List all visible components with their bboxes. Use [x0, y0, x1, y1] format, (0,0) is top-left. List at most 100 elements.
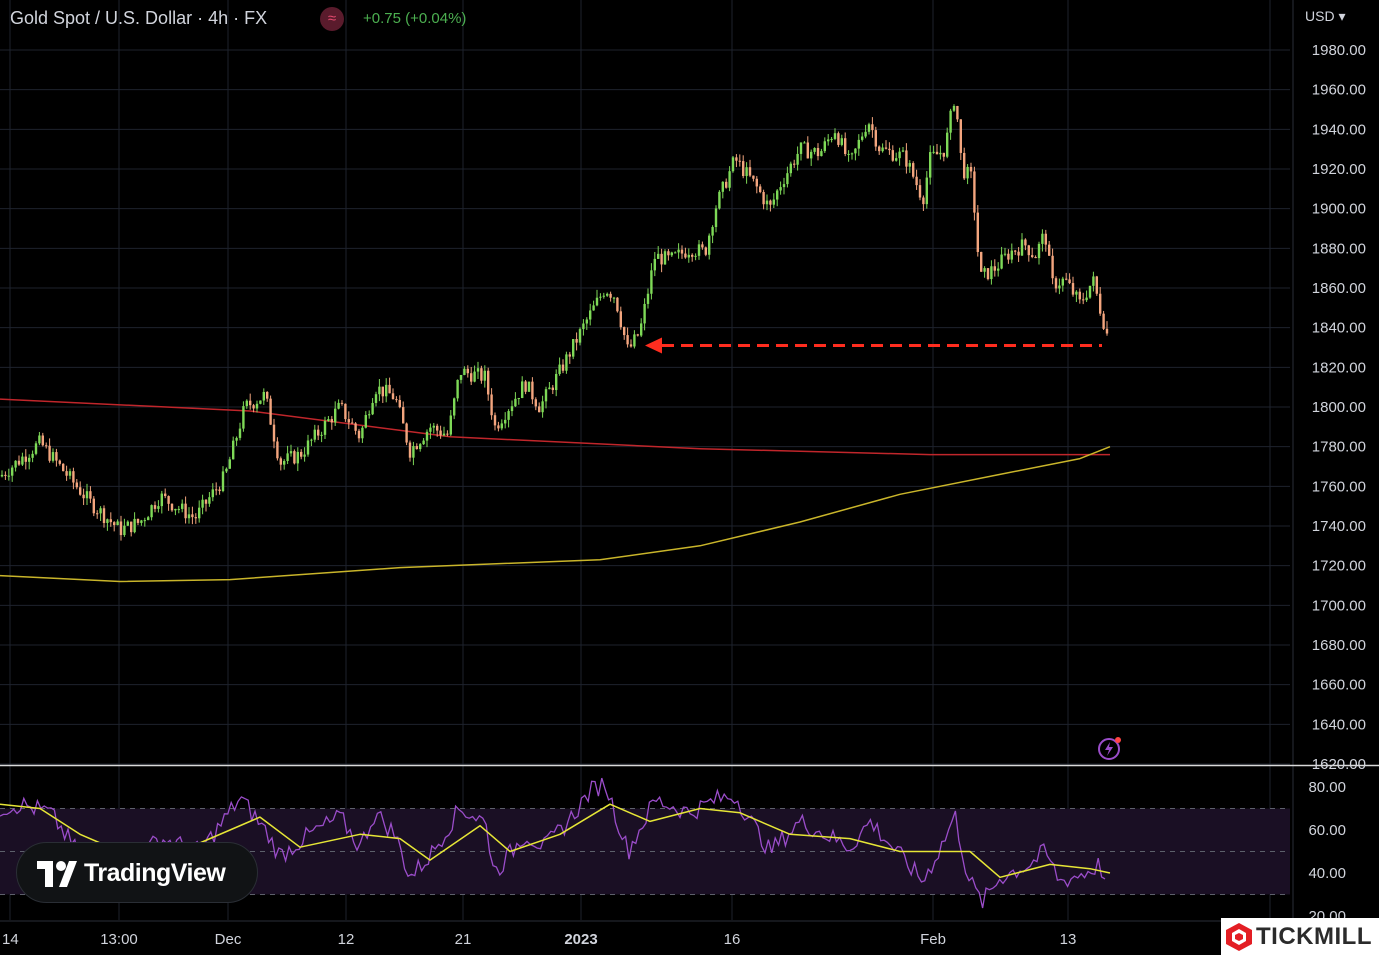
- candle-body: [799, 142, 803, 154]
- candle-body: [548, 387, 551, 390]
- candle-body: [1102, 313, 1105, 329]
- candle-body: [225, 468, 228, 472]
- candle-body: [633, 334, 636, 347]
- candle-body: [191, 514, 194, 518]
- candle-body: [147, 517, 150, 521]
- candle-body: [1092, 276, 1095, 286]
- candle-body: [772, 199, 775, 205]
- candle-body: [918, 185, 922, 198]
- candle-body: [674, 252, 677, 254]
- candle-body: [126, 521, 129, 526]
- candle-body: [259, 400, 262, 404]
- candle-body: [497, 425, 500, 429]
- candle-body: [1024, 239, 1027, 246]
- candle-body: [572, 339, 575, 357]
- tickmill-logo: TICKMILL: [1221, 918, 1379, 955]
- candle-body: [847, 153, 850, 155]
- candle-body: [402, 407, 405, 424]
- candle-body: [1044, 233, 1047, 245]
- candle-body: [391, 393, 395, 400]
- candle-body: [544, 389, 548, 402]
- candle-body: [823, 141, 826, 152]
- candle-body: [405, 423, 408, 443]
- candle-body: [293, 451, 296, 464]
- candle-body: [565, 354, 568, 371]
- candle-body: [755, 178, 758, 187]
- candle-body: [174, 508, 177, 511]
- candle-body: [976, 212, 979, 252]
- candle-body: [262, 391, 265, 401]
- candle-body: [255, 403, 259, 409]
- candle-body: [425, 431, 429, 441]
- candle-body: [1041, 233, 1044, 244]
- candle-body: [952, 105, 956, 111]
- indicator-icon[interactable]: ≈: [320, 7, 344, 31]
- candle-body: [374, 394, 378, 403]
- currency-label: USD: [1305, 8, 1335, 24]
- flash-icon[interactable]: [1097, 737, 1121, 761]
- candle-body: [697, 244, 701, 256]
- time-tick-label: Dec: [215, 931, 242, 948]
- candle-body: [221, 471, 225, 492]
- candle-body: [980, 251, 983, 272]
- candle-body: [925, 177, 928, 205]
- tradingview-watermark: TradingView: [16, 842, 258, 903]
- candle-body: [187, 514, 191, 519]
- candle-body: [130, 521, 133, 533]
- candle-body: [201, 499, 204, 508]
- time-tick-label: 13:00: [100, 931, 138, 948]
- candle-body: [45, 445, 48, 447]
- ma-yellow-line: [0, 446, 1111, 583]
- candle-body: [1071, 283, 1075, 295]
- candle-body: [1017, 251, 1020, 256]
- symbol-title[interactable]: Gold Spot / U.S. Dollar · 4h · FX: [10, 8, 268, 28]
- candle-body: [4, 474, 7, 476]
- candle-body: [453, 398, 456, 416]
- candle-body: [1020, 239, 1024, 256]
- candle-body: [228, 459, 231, 469]
- candle-body: [742, 161, 745, 177]
- candle-body: [820, 151, 823, 157]
- candle-body: [157, 506, 160, 509]
- candle-body: [249, 400, 252, 406]
- candle-body: [531, 381, 534, 400]
- candle-body: [398, 400, 401, 408]
- candle-body: [609, 293, 612, 298]
- candle-body: [167, 496, 170, 504]
- candle-body: [816, 147, 820, 157]
- candle-body: [1054, 278, 1058, 289]
- candle-body: [113, 522, 116, 526]
- candle-body: [752, 175, 755, 179]
- candle-body: [878, 146, 881, 152]
- candle-body: [82, 494, 85, 499]
- candle-body: [629, 344, 633, 347]
- candle-body: [177, 508, 180, 510]
- candle-body: [218, 489, 221, 492]
- candle-body: [323, 420, 327, 435]
- currency-selector[interactable]: USD ▾: [1305, 8, 1346, 24]
- candle-body: [871, 124, 874, 131]
- candle-body: [0, 474, 4, 477]
- candle-body: [364, 415, 367, 428]
- candle-body: [568, 354, 571, 357]
- candle-body: [721, 181, 724, 192]
- candle-body: [408, 442, 412, 458]
- candle-body: [1099, 293, 1102, 314]
- time-tick-label: 21: [455, 931, 472, 948]
- rsi-tick-label: 40.00: [1308, 865, 1346, 882]
- candle-body: [283, 460, 286, 465]
- candle-body: [351, 422, 354, 424]
- candle-body: [1014, 250, 1017, 252]
- price-tick-label: 1740.00: [1312, 518, 1366, 535]
- candle-body: [653, 258, 656, 271]
- candle-body: [589, 310, 592, 320]
- candle-body: [606, 293, 609, 296]
- candle-body: [317, 429, 320, 436]
- ma-red-line: [0, 398, 1110, 456]
- price-tick-label: 1880.00: [1312, 240, 1366, 257]
- candle-body: [470, 373, 473, 382]
- candle-body: [354, 423, 357, 431]
- candle-body: [1027, 245, 1030, 256]
- candle-body: [578, 329, 582, 343]
